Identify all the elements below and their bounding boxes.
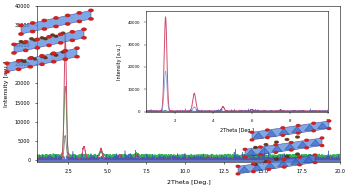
- X-axis label: 2Theta [Deg.]: 2Theta [Deg.]: [167, 180, 211, 185]
- Y-axis label: Intensity [a.u.]: Intensity [a.u.]: [4, 61, 9, 107]
